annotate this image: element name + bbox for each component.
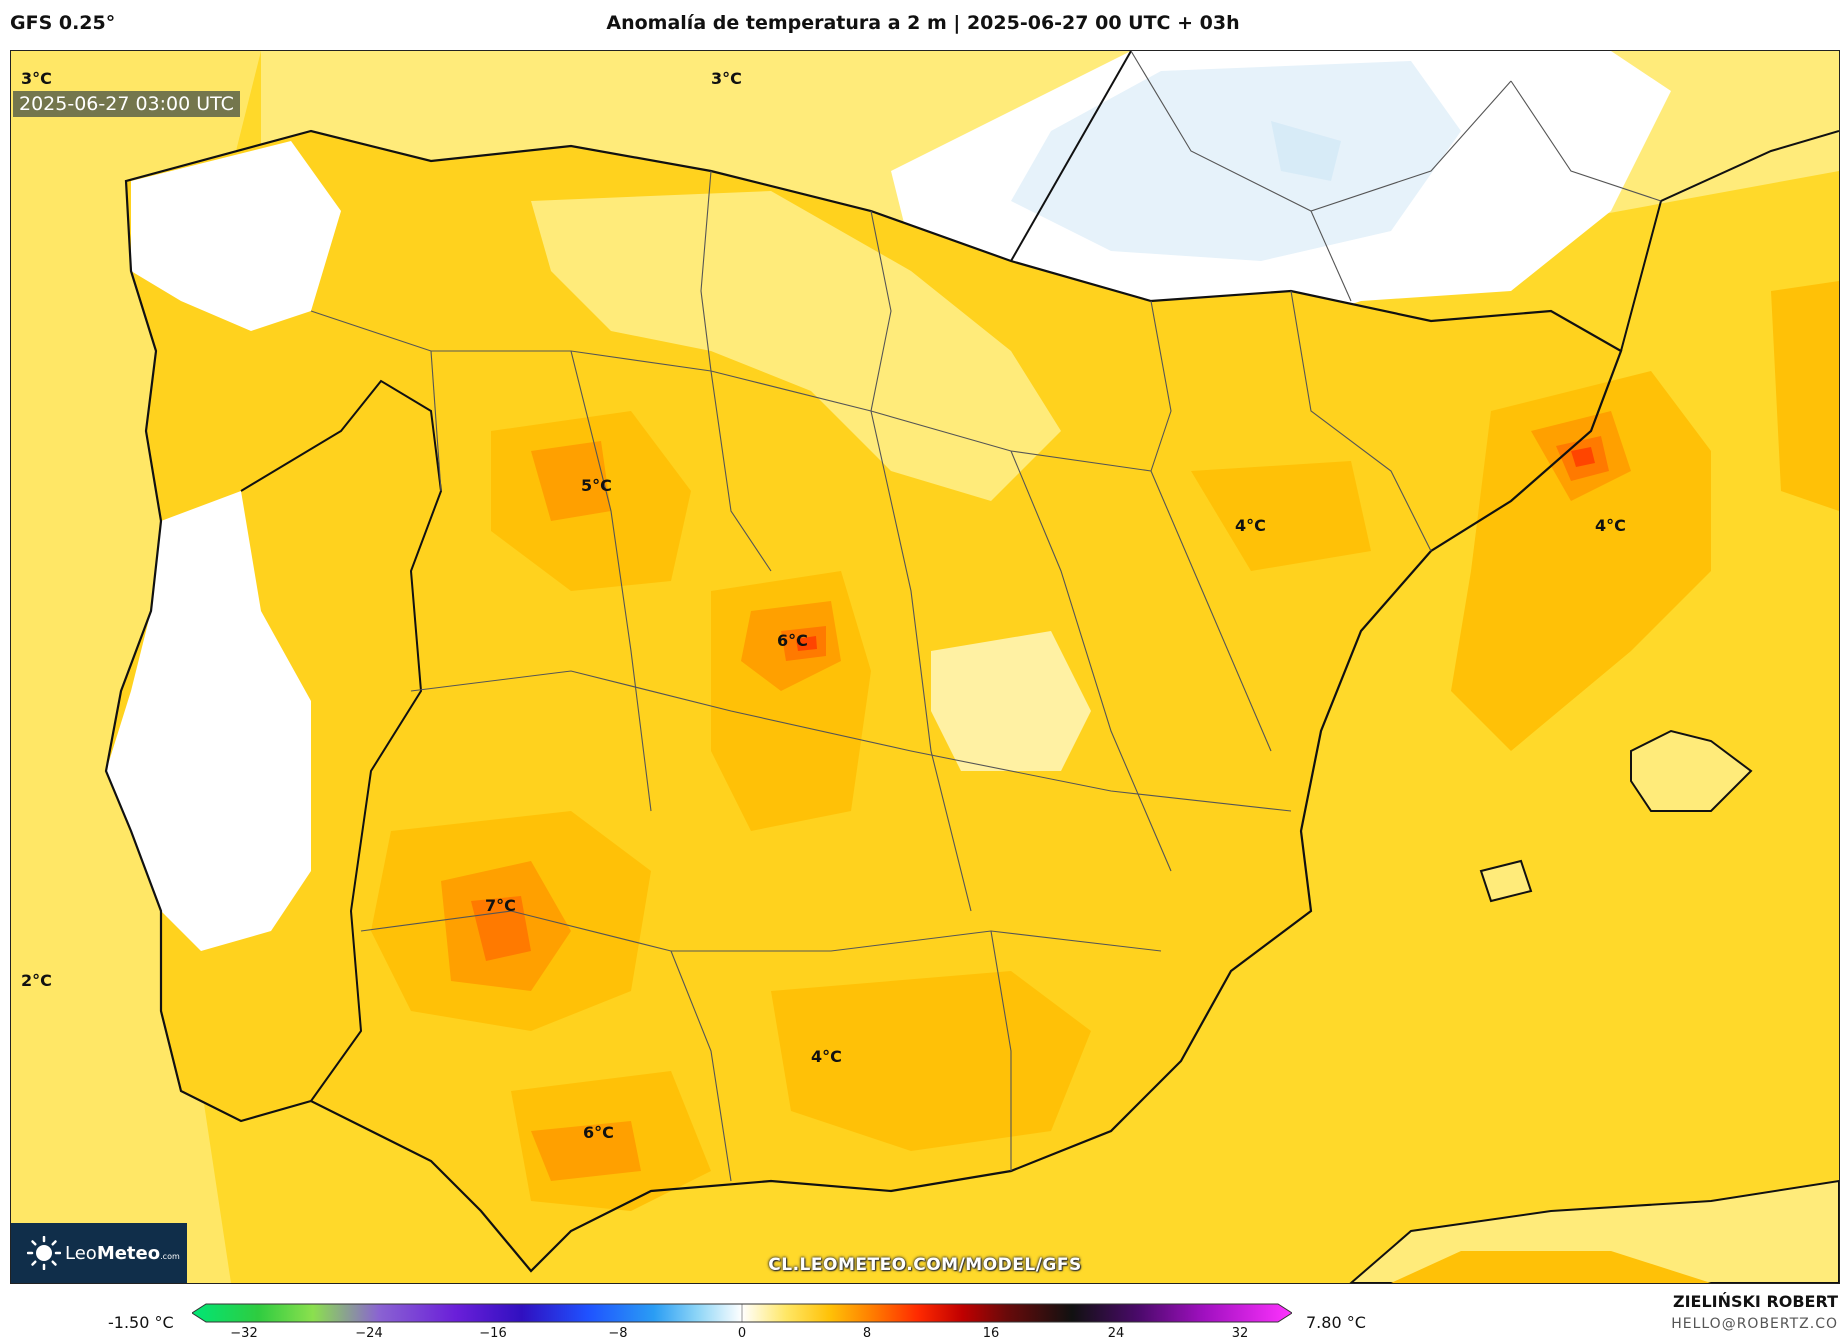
legend-min-label: -1.50 °C xyxy=(108,1313,174,1332)
colorbar-tick: −8 xyxy=(608,1326,628,1341)
map-label-ne1: 4°C xyxy=(1235,516,1266,535)
legend-max-label: 7.80 °C xyxy=(1306,1313,1366,1332)
map-label-nw: 3°C xyxy=(21,69,52,88)
map-label-w: 2°C xyxy=(21,971,52,990)
author-email[interactable]: HELLO@ROBERTZ.CO xyxy=(1671,1316,1838,1332)
colorbar-tick: 0 xyxy=(737,1326,747,1341)
author-name: ZIELIŃSKI ROBERT xyxy=(1672,1292,1838,1311)
valid-time-badge: 2025-06-27 03:00 UTC xyxy=(13,91,240,117)
colorbar-tick: 32 xyxy=(1231,1326,1249,1341)
map-label-sw: 7°C xyxy=(485,896,516,915)
map-label-s: 4°C xyxy=(811,1047,842,1066)
leometeo-logo[interactable]: LeoMeteo.com xyxy=(11,1223,187,1283)
colorbar-tick: 8 xyxy=(862,1326,872,1341)
map-label-c2: 6°C xyxy=(777,631,808,650)
source-watermark: CL.LEOMETEO.COM/MODEL/GFS xyxy=(768,1255,1082,1275)
colorbar-tick: 16 xyxy=(982,1326,1000,1341)
map-label-n: 3°C xyxy=(711,69,742,88)
map-label-c1: 5°C xyxy=(581,476,612,495)
logo-text: LeoMeteo.com xyxy=(65,1242,180,1264)
sun-icon xyxy=(27,1236,61,1270)
colorbar-tick: −24 xyxy=(355,1326,383,1341)
chart-title: Anomalía de temperatura a 2 m | 2025-06-… xyxy=(606,12,1240,34)
map-panel[interactable]: 2025-06-27 03:00 UTC 3°C 3°C 5°C 4°C 4°C… xyxy=(10,50,1840,1284)
colorbar-tick: 24 xyxy=(1107,1326,1125,1341)
colorbar-tick: −16 xyxy=(479,1326,507,1341)
map-label-s2: 6°C xyxy=(583,1123,614,1142)
colorbar-tick: −32 xyxy=(230,1326,258,1341)
anomaly-map xyxy=(11,51,1839,1283)
map-label-ne2: 4°C xyxy=(1595,516,1626,535)
model-label: GFS 0.25° xyxy=(10,12,116,34)
colorbar xyxy=(192,1303,1292,1323)
